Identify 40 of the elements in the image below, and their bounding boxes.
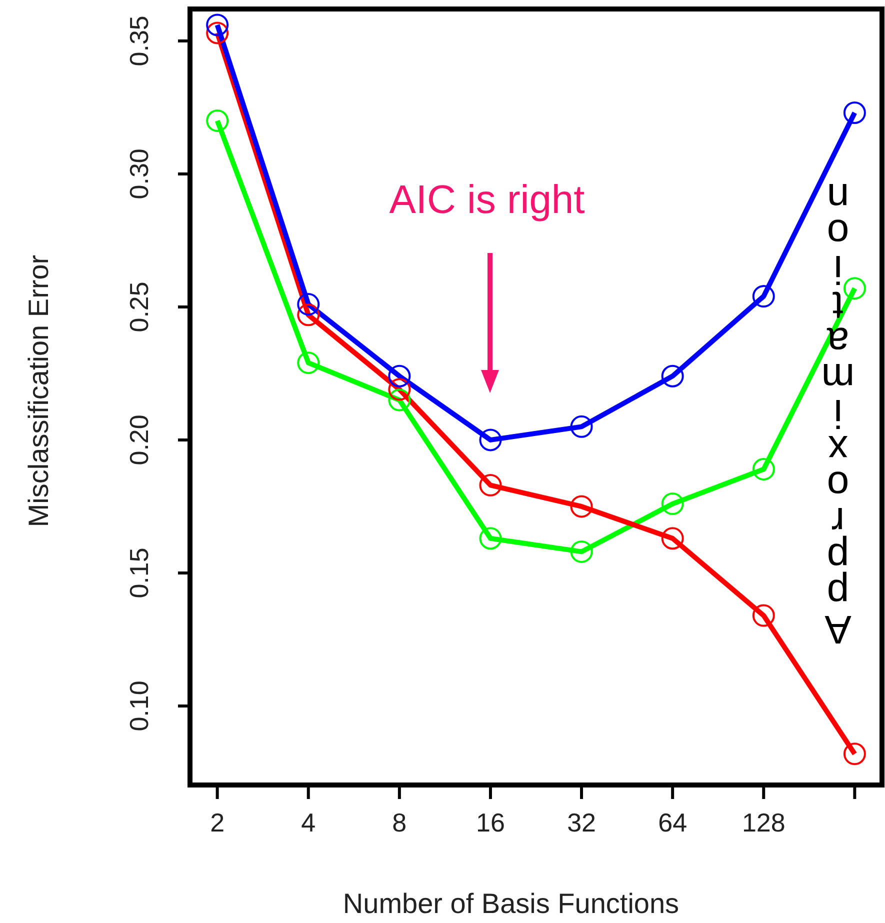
point	[843, 742, 866, 766]
point	[206, 14, 229, 36]
point	[388, 378, 411, 401]
x-tick-label: 128	[742, 807, 786, 838]
point	[479, 527, 502, 550]
x-axis-title: Number of Basis Functions	[342, 888, 680, 919]
y-tick-label: 0.30	[124, 148, 154, 200]
point	[752, 285, 775, 308]
point	[661, 364, 684, 388]
y-tick-label: 0.35	[124, 16, 154, 66]
point	[661, 492, 684, 516]
y-tick-label: 0.15	[124, 548, 154, 598]
y-tick-label: 0.25	[124, 282, 154, 332]
y-tick-label: 0.20	[124, 414, 154, 466]
point	[479, 474, 502, 496]
y-tick-label: 0.10	[124, 680, 154, 732]
point	[661, 527, 684, 550]
x-tick-label: 16	[476, 807, 505, 838]
point	[297, 304, 320, 326]
x-tick-label: 4	[301, 807, 316, 838]
point	[206, 110, 229, 132]
x-tick-label: 8	[392, 807, 407, 838]
x-tick-label: 64	[658, 807, 688, 838]
point	[752, 604, 775, 627]
point	[388, 388, 411, 412]
x-tick-label: 32	[567, 807, 596, 838]
y-axis-title: Misclassification Error	[23, 254, 54, 528]
point	[570, 415, 593, 438]
point	[570, 495, 593, 518]
point	[752, 458, 775, 480]
point	[570, 540, 593, 563]
point	[206, 22, 229, 44]
point	[297, 293, 320, 316]
point	[388, 364, 411, 388]
x-tick-label: 2	[210, 807, 225, 838]
annotation: Approximation	[816, 183, 860, 651]
point	[297, 352, 320, 374]
annotation: AIC is right	[389, 178, 585, 222]
point	[479, 428, 502, 452]
point	[843, 102, 866, 124]
